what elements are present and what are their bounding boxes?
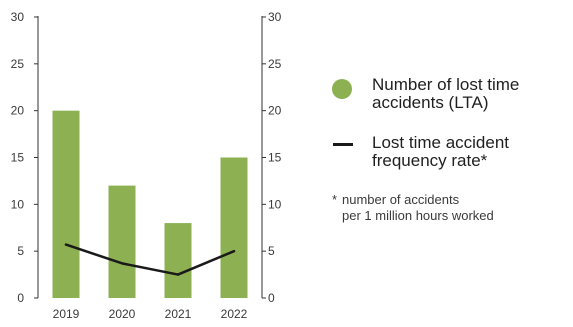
x-axis-labels: 2019 2020 2021 2022 bbox=[53, 307, 248, 321]
left-tick-label: 10 bbox=[11, 197, 25, 211]
frequency-rate-line bbox=[64, 243, 236, 276]
left-tick-label: 25 bbox=[11, 57, 25, 71]
x-tick-label: 2021 bbox=[165, 307, 192, 321]
line-point-2021 bbox=[176, 273, 180, 276]
left-tick-label: 20 bbox=[11, 104, 25, 118]
legend: Number of lost time accidents (LTA) Lost… bbox=[330, 76, 570, 224]
left-y-axis: 0 5 10 15 20 25 30 bbox=[11, 10, 39, 305]
right-tick-label: 5 bbox=[268, 244, 275, 258]
legend-label-line: Lost time accident frequency rate* bbox=[372, 133, 510, 170]
left-tick-label: 5 bbox=[17, 244, 24, 258]
bar-2019 bbox=[52, 110, 80, 299]
line-point-2019 bbox=[64, 243, 68, 246]
line-series bbox=[64, 243, 236, 276]
line-point-2020 bbox=[120, 262, 124, 265]
right-tick-label: 25 bbox=[268, 57, 282, 71]
footnote-line-1: number of accidents bbox=[342, 192, 460, 207]
right-tick-label: 10 bbox=[268, 197, 282, 211]
bar-2022 bbox=[220, 157, 248, 298]
footnote: * number of accidents per 1 million hour… bbox=[330, 192, 570, 224]
right-tick-label: 0 bbox=[268, 291, 275, 305]
right-tick-label: 15 bbox=[268, 151, 282, 165]
line-swatch-icon bbox=[333, 143, 353, 146]
left-tick-label: 15 bbox=[11, 151, 25, 165]
bar-2021 bbox=[164, 223, 192, 298]
bar-2020 bbox=[108, 185, 136, 298]
left-tick-label: 0 bbox=[17, 291, 24, 305]
x-tick-label: 2019 bbox=[53, 307, 80, 321]
right-y-axis: 0 5 10 15 20 25 30 bbox=[261, 10, 282, 305]
footnote-line-2: per 1 million hours worked bbox=[342, 208, 494, 223]
left-tick-label: 30 bbox=[11, 10, 25, 24]
right-tick-label: 20 bbox=[268, 104, 282, 118]
legend-label-bars: Number of lost time accidents (LTA) bbox=[372, 75, 520, 112]
line-point-2022 bbox=[232, 249, 236, 253]
footnote-marker: * bbox=[332, 192, 338, 207]
x-tick-label: 2022 bbox=[221, 307, 248, 321]
legend-item-line: Lost time accident frequency rate* bbox=[330, 134, 570, 170]
x-tick-label: 2020 bbox=[109, 307, 136, 321]
bar-series bbox=[52, 110, 248, 299]
green-dot-icon bbox=[332, 79, 352, 99]
right-tick-label: 30 bbox=[268, 10, 282, 24]
legend-item-bars: Number of lost time accidents (LTA) bbox=[330, 76, 570, 112]
